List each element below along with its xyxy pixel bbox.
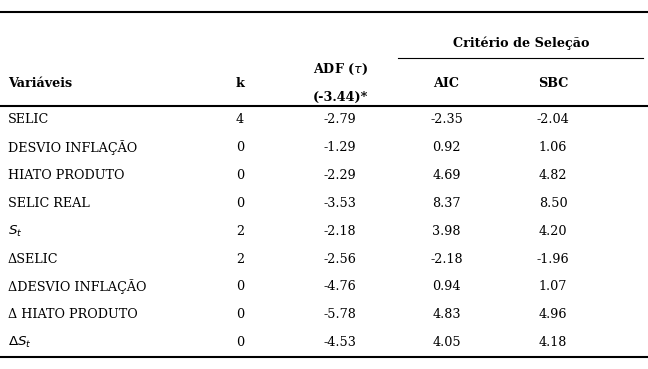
Text: SELIC REAL: SELIC REAL bbox=[8, 197, 89, 210]
Text: 3.98: 3.98 bbox=[432, 225, 461, 238]
Text: $\mathit{S}_t$: $\mathit{S}_t$ bbox=[8, 224, 23, 239]
Text: DESVIO INFLAÇÃO: DESVIO INFLAÇÃO bbox=[8, 140, 137, 155]
Text: -5.78: -5.78 bbox=[324, 308, 356, 321]
Text: (-3.44)*: (-3.44)* bbox=[312, 91, 368, 104]
Text: 8.50: 8.50 bbox=[538, 197, 568, 210]
Text: -2.29: -2.29 bbox=[324, 169, 356, 182]
Text: -1.96: -1.96 bbox=[537, 252, 570, 266]
Text: 1.06: 1.06 bbox=[539, 141, 567, 154]
Text: AIC: AIC bbox=[434, 77, 459, 90]
Text: 4.69: 4.69 bbox=[432, 169, 461, 182]
Text: 4.82: 4.82 bbox=[538, 169, 567, 182]
Text: -4.76: -4.76 bbox=[324, 280, 356, 293]
Text: ΔDESVIO INFLAÇÃO: ΔDESVIO INFLAÇÃO bbox=[8, 279, 146, 294]
Text: -2.04: -2.04 bbox=[537, 113, 570, 126]
Text: 4.20: 4.20 bbox=[538, 225, 567, 238]
Text: -4.53: -4.53 bbox=[324, 336, 356, 349]
Text: Δ HIATO PRODUTO: Δ HIATO PRODUTO bbox=[8, 308, 137, 321]
Text: -2.56: -2.56 bbox=[324, 252, 356, 266]
Text: -2.18: -2.18 bbox=[430, 252, 463, 266]
Text: ΔSELIC: ΔSELIC bbox=[8, 252, 58, 266]
Text: 1.07: 1.07 bbox=[539, 280, 567, 293]
Text: SBC: SBC bbox=[538, 77, 568, 90]
Text: SELIC: SELIC bbox=[8, 113, 49, 126]
Text: -2.79: -2.79 bbox=[324, 113, 356, 126]
Text: 0.94: 0.94 bbox=[432, 280, 461, 293]
Text: 0: 0 bbox=[236, 336, 244, 349]
Text: -2.35: -2.35 bbox=[430, 113, 463, 126]
Text: 4: 4 bbox=[236, 113, 244, 126]
Text: 0: 0 bbox=[236, 308, 244, 321]
Text: $\Delta\mathit{S}_t$: $\Delta\mathit{S}_t$ bbox=[8, 335, 32, 350]
Text: HIATO PRODUTO: HIATO PRODUTO bbox=[8, 169, 124, 182]
Text: 4.83: 4.83 bbox=[432, 308, 461, 321]
Text: -1.29: -1.29 bbox=[324, 141, 356, 154]
Text: 4.96: 4.96 bbox=[538, 308, 567, 321]
Text: 4.05: 4.05 bbox=[432, 336, 461, 349]
Text: 2: 2 bbox=[236, 225, 244, 238]
Text: 4.18: 4.18 bbox=[539, 336, 567, 349]
Text: 0: 0 bbox=[236, 280, 244, 293]
Text: ADF ($\tau$): ADF ($\tau$) bbox=[312, 62, 367, 77]
Text: Variáveis: Variáveis bbox=[8, 77, 72, 90]
Text: 0: 0 bbox=[236, 141, 244, 154]
Text: 0: 0 bbox=[236, 197, 244, 210]
Text: -2.18: -2.18 bbox=[324, 225, 356, 238]
Text: 2: 2 bbox=[236, 252, 244, 266]
Text: 0: 0 bbox=[236, 169, 244, 182]
Text: 0.92: 0.92 bbox=[432, 141, 461, 154]
Text: 8.37: 8.37 bbox=[432, 197, 461, 210]
Text: -3.53: -3.53 bbox=[324, 197, 356, 210]
Text: Critério de Seleção: Critério de Seleção bbox=[452, 37, 589, 50]
Text: k: k bbox=[236, 77, 244, 90]
